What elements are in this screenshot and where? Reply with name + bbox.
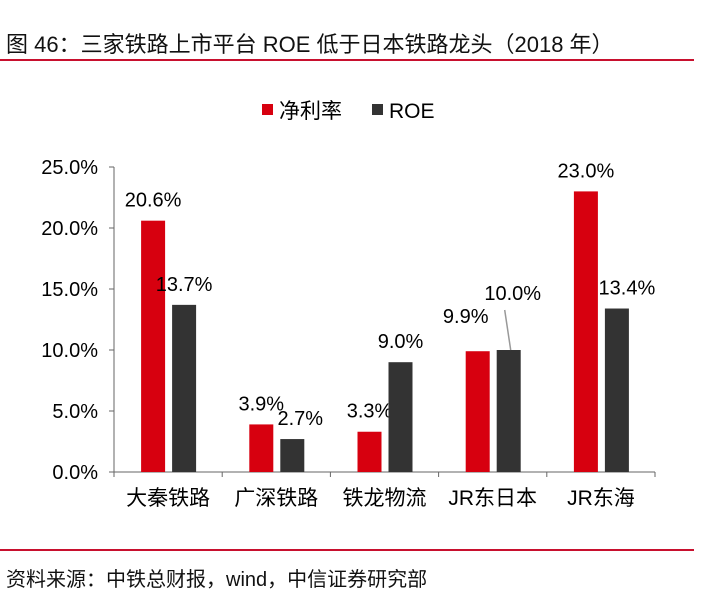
- bar-net-margin: [465, 351, 490, 472]
- legend-swatch: [372, 104, 383, 115]
- category-label: JR东海: [567, 487, 635, 510]
- data-label: 9.9%: [443, 306, 489, 328]
- legend-label: ROE: [389, 100, 435, 123]
- bar-net-margin: [357, 431, 382, 472]
- bar-net-margin: [573, 191, 598, 472]
- legend-label: 净利率: [279, 100, 342, 123]
- source-rule: [0, 549, 694, 551]
- data-label: 9.0%: [378, 331, 424, 353]
- category-label: JR东日本: [448, 487, 537, 510]
- figure-title: 图 46：三家铁路上市平台 ROE 低于日本铁路龙头（2018 年）: [6, 32, 614, 57]
- data-label: 13.4%: [599, 278, 656, 300]
- category-label: 大秦铁路: [126, 487, 210, 510]
- data-label: 23.0%: [558, 160, 615, 182]
- bar-roe: [172, 304, 197, 472]
- title-rule: [0, 59, 694, 61]
- y-tick-label: 15.0%: [41, 279, 98, 301]
- data-label: 13.7%: [156, 274, 213, 296]
- source-note: 资料来源：中铁总财报，wind，中信证券研究部: [6, 569, 428, 591]
- bar-net-margin: [249, 424, 274, 472]
- category-label: 铁龙物流: [343, 487, 427, 510]
- data-label: 20.6%: [125, 190, 182, 212]
- legend-swatch: [262, 104, 273, 115]
- leader-line: [503, 309, 512, 351]
- bar-net-margin: [141, 220, 166, 472]
- data-label: 10.0%: [484, 283, 541, 305]
- bar-chart: 0.0% 5.0% 10.0% 15.0% 20.0% 25.0% 大秦铁路 20.6% 13.…: [41, 100, 656, 510]
- category-label: 广深铁路: [234, 487, 318, 510]
- data-label: 3.9%: [239, 393, 285, 415]
- y-tick-label: 5.0%: [52, 401, 98, 423]
- data-label: 3.3%: [347, 401, 393, 423]
- bar-roe: [388, 362, 413, 472]
- data-label: 2.7%: [278, 408, 324, 430]
- y-tick-label: 10.0%: [41, 340, 98, 362]
- y-tick-label: 20.0%: [41, 218, 98, 240]
- bar-roe: [280, 439, 305, 472]
- y-tick-label: 25.0%: [41, 157, 98, 179]
- bar-roe: [496, 350, 521, 472]
- bar-roe: [604, 308, 629, 472]
- y-tick-label: 0.0%: [52, 462, 98, 484]
